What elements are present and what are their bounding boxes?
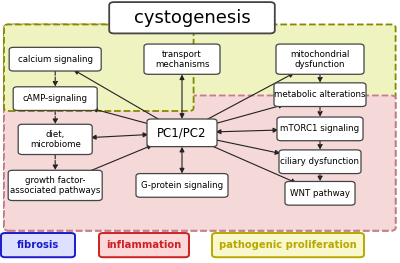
FancyBboxPatch shape — [4, 95, 396, 231]
Text: mTORC1 signaling: mTORC1 signaling — [280, 124, 360, 133]
Text: metabolic alterations: metabolic alterations — [274, 90, 366, 99]
FancyBboxPatch shape — [274, 83, 366, 107]
FancyBboxPatch shape — [147, 119, 217, 147]
FancyBboxPatch shape — [13, 87, 97, 110]
FancyBboxPatch shape — [136, 174, 228, 197]
FancyBboxPatch shape — [4, 24, 396, 231]
FancyBboxPatch shape — [99, 233, 189, 257]
Text: inflammation: inflammation — [106, 240, 182, 250]
FancyBboxPatch shape — [144, 44, 220, 74]
Text: PC1/PC2: PC1/PC2 — [157, 126, 207, 139]
FancyBboxPatch shape — [285, 181, 355, 205]
Text: G-protein signaling: G-protein signaling — [141, 181, 223, 190]
FancyBboxPatch shape — [276, 44, 364, 74]
Text: calcium signaling: calcium signaling — [18, 55, 93, 64]
Text: diet,
microbiome: diet, microbiome — [30, 130, 81, 149]
Text: fibrosis: fibrosis — [17, 240, 59, 250]
FancyBboxPatch shape — [8, 170, 102, 200]
FancyBboxPatch shape — [279, 150, 361, 174]
FancyBboxPatch shape — [4, 24, 194, 111]
Text: cAMP-signaling: cAMP-signaling — [23, 94, 88, 103]
Text: growth factor-
associated pathways: growth factor- associated pathways — [10, 176, 100, 195]
Text: WNT pathway: WNT pathway — [290, 189, 350, 198]
FancyBboxPatch shape — [1, 233, 75, 257]
Text: cystogenesis: cystogenesis — [134, 9, 250, 27]
FancyBboxPatch shape — [212, 233, 364, 257]
FancyBboxPatch shape — [9, 47, 101, 71]
FancyBboxPatch shape — [109, 2, 275, 33]
FancyBboxPatch shape — [277, 117, 363, 141]
FancyBboxPatch shape — [18, 124, 92, 155]
Text: pathogenic proliferation: pathogenic proliferation — [219, 240, 357, 250]
Text: transport
mechanisms: transport mechanisms — [155, 50, 209, 69]
Text: mitochondrial
dysfunction: mitochondrial dysfunction — [290, 50, 350, 69]
Text: ciliary dysfunction: ciliary dysfunction — [280, 157, 360, 166]
